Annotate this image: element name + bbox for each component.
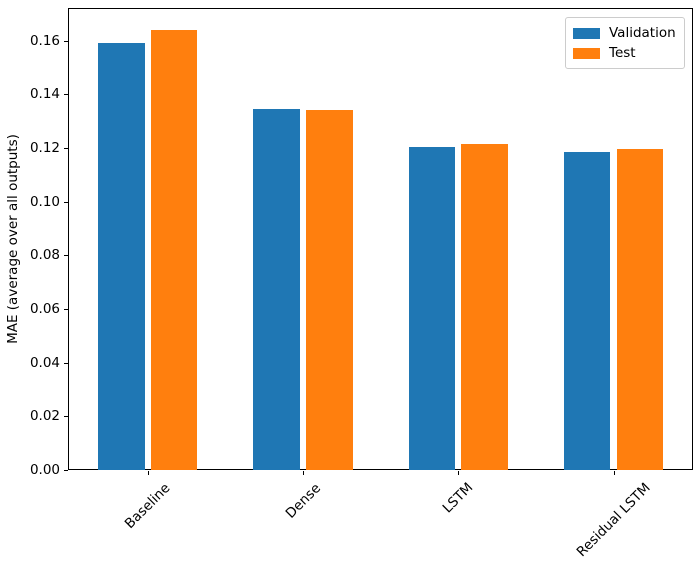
legend-label: Test	[609, 45, 636, 61]
bar-test-baseline	[150, 30, 198, 470]
bar-test-residual-lstm	[616, 149, 664, 470]
legend-item-validation: Validation	[573, 23, 676, 43]
y-tick-mark	[64, 201, 68, 203]
y-tick-mark	[64, 148, 68, 150]
x-tick-label: Baseline	[121, 479, 174, 532]
y-tick-mark	[64, 255, 68, 257]
bar-validation-baseline	[98, 43, 145, 470]
x-tick-mark	[613, 471, 615, 475]
bar-test-lstm	[461, 144, 508, 470]
y-tick-mark	[64, 416, 68, 418]
x-tick-label: Dense	[282, 480, 324, 522]
y-tick-label: 0.16	[29, 32, 60, 49]
y-tick-mark	[64, 40, 68, 42]
bar-validation-dense	[253, 109, 300, 470]
x-tick-label: Residual LSTM	[573, 479, 654, 560]
y-tick-mark	[64, 309, 68, 311]
x-tick-mark	[458, 471, 460, 475]
y-tick-label: 0.10	[29, 193, 60, 210]
x-tick-mark	[303, 471, 304, 475]
y-tick-mark	[64, 94, 68, 96]
bar-test-dense	[306, 110, 353, 470]
y-tick-label: 0.04	[29, 354, 60, 371]
y-tick-mark	[64, 362, 68, 364]
legend: Validation Test	[565, 17, 685, 69]
bar-validation-lstm	[408, 146, 456, 470]
legend-label: Validation	[609, 25, 676, 41]
legend-swatch-icon	[573, 27, 600, 39]
y-tick-label: 0.00	[29, 462, 60, 478]
y-tick-label: 0.14	[29, 86, 60, 103]
y-tick-label: 0.06	[29, 301, 60, 318]
x-tick-mark	[147, 471, 149, 475]
y-tick-label: 0.12	[29, 140, 60, 157]
x-tick-label: LSTM	[439, 479, 477, 517]
y-tick-mark	[64, 470, 68, 471]
legend-item-test: Test	[573, 43, 676, 63]
y-tick-label: 0.08	[29, 247, 60, 264]
y-tick-label: 0.02	[29, 408, 60, 425]
legend-swatch-icon	[573, 47, 600, 59]
bar-validation-residual-lstm	[563, 152, 611, 470]
